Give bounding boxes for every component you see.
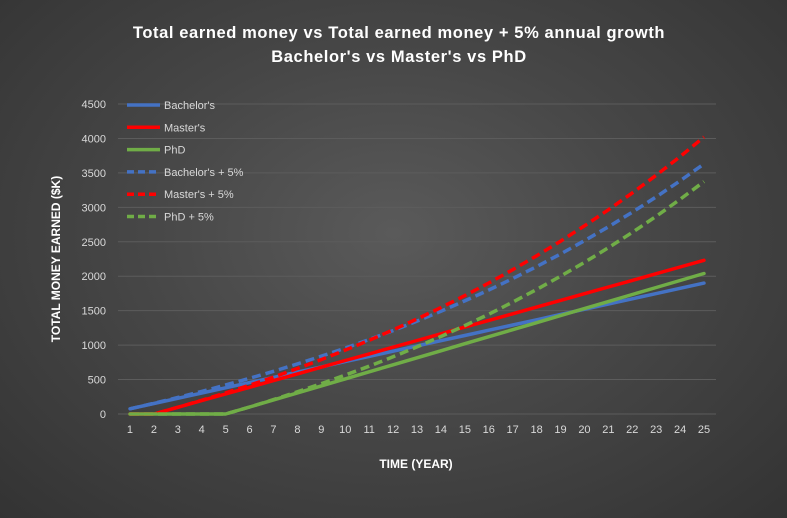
y-tick-label: 1000 [82, 340, 106, 352]
x-tick-label: 24 [674, 424, 686, 436]
legend-label: Master's + 5% [164, 189, 234, 201]
y-tick-label: 2000 [82, 271, 106, 283]
y-tick-label: 3000 [82, 202, 106, 214]
y-axis-ticks: 0 500 1000 1500 2000 2500 3000 3500 4000 4500 [82, 99, 106, 421]
y-axis-title: TOTAL MONEY EARNED ($K) [49, 176, 63, 342]
x-tick-label: 12 [387, 424, 399, 436]
legend-label: Master's [164, 122, 206, 134]
legend-label: PhD + 5% [164, 212, 214, 224]
x-tick-label: 22 [626, 424, 638, 436]
x-tick-label: 1 [127, 424, 133, 436]
y-tick-label: 3500 [82, 168, 106, 180]
series-line-5 [130, 180, 706, 416]
x-tick-label: 4 [199, 424, 205, 436]
x-tick-label: 20 [578, 424, 590, 436]
series-line-2 [128, 271, 706, 416]
x-tick-label: 14 [435, 424, 447, 436]
x-tick-label: 8 [294, 424, 300, 436]
x-tick-label: 11 [363, 424, 374, 436]
x-axis-title: TIME (YEAR) [379, 457, 452, 471]
x-tick-label: 13 [411, 424, 423, 436]
legend: Bachelor's Master's PhD Bachelor's + 5% Mast… [127, 100, 244, 224]
x-axis-ticks: 1 2 3 4 5 6 7 8 9 10 11 12 13 14 15 16 17 18 19 20 21 22 23 24 2… [127, 424, 710, 436]
chart-title: Total earned money vs Total earned money… [133, 24, 665, 42]
x-tick-label: 5 [223, 424, 229, 436]
y-tick-label: 500 [88, 375, 106, 387]
series-line-3 [129, 162, 706, 411]
x-tick-label: 9 [318, 424, 324, 436]
gridlines [118, 103, 716, 415]
y-tick-label: 4500 [82, 99, 106, 111]
legend-label: PhD [164, 145, 185, 157]
legend-label: Bachelor's [164, 100, 216, 112]
y-tick-label: 1500 [82, 306, 106, 318]
y-tick-label: 0 [100, 409, 106, 421]
series-line-4 [130, 135, 706, 416]
x-tick-label: 17 [507, 424, 519, 436]
x-tick-label: 19 [554, 424, 566, 436]
chart-subtitle: Bachelor's vs Master's vs PhD [271, 48, 526, 66]
x-tick-label: 2 [151, 424, 157, 436]
x-tick-label: 15 [459, 424, 471, 436]
x-tick-label: 7 [270, 424, 276, 436]
x-tick-label: 18 [530, 424, 542, 436]
y-tick-label: 2500 [82, 237, 106, 249]
y-tick-label: 4000 [82, 133, 106, 145]
x-tick-label: 3 [175, 424, 181, 436]
series-lines [128, 135, 706, 416]
x-tick-label: 6 [246, 424, 252, 436]
x-tick-label: 21 [602, 424, 614, 436]
legend-label: Bachelor's + 5% [164, 167, 244, 179]
x-tick-label: 16 [483, 424, 495, 436]
x-tick-label: 25 [698, 424, 710, 436]
x-tick-label: 10 [339, 424, 351, 436]
x-tick-label: 23 [650, 424, 662, 436]
